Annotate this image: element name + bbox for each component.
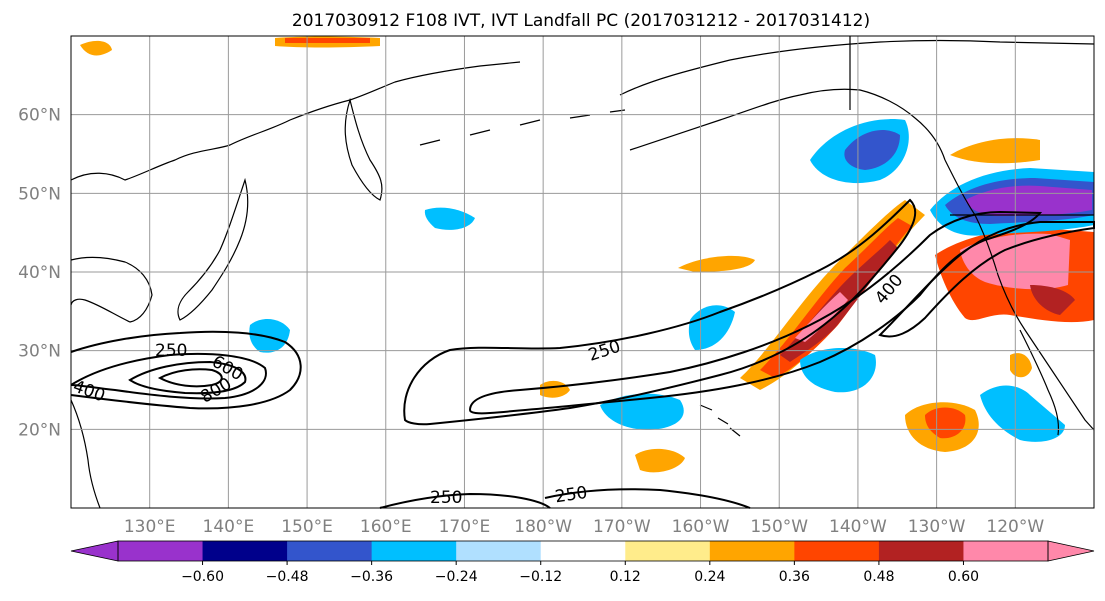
lon-label: 120°W xyxy=(986,517,1044,537)
coastline-japan xyxy=(177,177,249,321)
ivt-pc-positive-fragment-4 xyxy=(80,40,112,56)
coastline-asia xyxy=(70,61,521,181)
colorbar-tick-label: −0.36 xyxy=(350,569,393,585)
contour-label-250-west: 250 xyxy=(155,341,187,361)
lon-label: 180°W xyxy=(514,517,572,537)
colorbar-segment xyxy=(878,541,964,561)
ivt-pc-negative-baja xyxy=(980,385,1065,442)
latitude-labels: 20°N 30°N 40°N 50°N 60°N xyxy=(18,106,61,441)
colorbar-segment xyxy=(287,541,373,561)
lon-label: 150°E xyxy=(281,517,333,537)
colorbar-segment xyxy=(118,541,204,561)
coastline-korea-china xyxy=(70,256,153,323)
map-panel: 250 600 800 400 250 400 250 250 xyxy=(70,35,1095,509)
aleutian-islands xyxy=(419,109,626,146)
map-title: 2017030912 F108 IVT, IVT Landfall PC (20… xyxy=(292,11,870,31)
ivt-contour-600-west xyxy=(128,360,247,395)
colorbar-tick-label: 0.12 xyxy=(610,569,641,585)
colorbar-tick-label: 0.60 xyxy=(948,569,979,585)
colorbar: −0.60 −0.48 −0.36 −0.24 −0.12 0.12 0.24 0.36 0.4… xyxy=(70,540,1095,585)
colorbar-frame xyxy=(117,540,1049,562)
ivt-pc-positive-band-peak xyxy=(795,292,848,342)
ivt-pc-negative-japan xyxy=(249,318,290,353)
ivt-pc-negative-east xyxy=(800,348,876,393)
colorbar-tick-label: 0.36 xyxy=(779,569,810,585)
map-frame xyxy=(70,35,1095,509)
colorbar-tick-label: −0.24 xyxy=(435,569,478,585)
colorbar-segment xyxy=(202,541,288,561)
ivt-pc-positive-gulf xyxy=(950,138,1040,164)
colorbar-segment xyxy=(456,541,542,561)
lon-label: 140°E xyxy=(203,517,255,537)
coastline-china-south xyxy=(70,399,101,509)
colorbar-tick-label: 0.24 xyxy=(694,569,725,585)
colorbar-segment xyxy=(540,541,626,561)
colorbar-segment xyxy=(625,541,711,561)
lon-label: 170°W xyxy=(593,517,651,537)
ivt-pc-positive-fragment-3 xyxy=(635,448,685,473)
lon-label: 160°E xyxy=(360,517,412,537)
lon-label: 130°W xyxy=(908,517,966,537)
colorbar-tick-label: −0.48 xyxy=(266,569,309,585)
coastline-alaska xyxy=(629,88,946,161)
ivt-pc-positive-fragment xyxy=(678,255,755,272)
longitude-labels: 130°E 140°E 150°E 160°E 170°E 180°W 170°W 160°W… xyxy=(124,517,1045,537)
lon-label: 160°W xyxy=(672,517,730,537)
contour-label-250-south-2: 250 xyxy=(554,483,589,507)
ivt-pc-shading xyxy=(80,36,1094,473)
coastline-kamchatka xyxy=(344,97,383,201)
coastline-alaska-north xyxy=(619,39,1095,96)
ivt-pc-positive-fragment-2 xyxy=(540,380,570,398)
ivt-contour-400-ar xyxy=(468,210,1043,415)
lon-label: 130°E xyxy=(124,517,176,537)
colorbar-segment xyxy=(794,541,880,561)
ivt-contour-800-west xyxy=(157,368,223,388)
lat-label: 60°N xyxy=(18,106,61,126)
lat-label: 40°N xyxy=(18,263,61,283)
coastline-baja xyxy=(1019,329,1060,436)
lon-label: 170°E xyxy=(439,517,491,537)
ivt-contour-250-ar xyxy=(403,198,917,426)
ivt-contours xyxy=(70,198,1095,509)
ivt-pc-landfall-edge xyxy=(1030,285,1075,315)
colorbar-segment xyxy=(371,541,457,561)
ivt-contour-400-landfall xyxy=(878,221,1095,338)
colorbar-segment xyxy=(963,541,1049,561)
colorbar-segment xyxy=(709,541,795,561)
lat-label: 30°N xyxy=(18,342,61,362)
colorbar-extend-high xyxy=(1047,540,1095,562)
ivt-contour-250-west xyxy=(70,330,302,410)
lat-label: 20°N xyxy=(18,420,61,440)
lat-label: 50°N xyxy=(18,184,61,204)
ivt-pc-positive-north-coast-core xyxy=(285,38,370,43)
colorbar-tick-label: −0.60 xyxy=(181,569,224,585)
colorbar-tick-label: −0.12 xyxy=(519,569,562,585)
ivt-contour-250-south-2 xyxy=(544,488,751,509)
ivt-pc-positive-south-core xyxy=(925,407,966,439)
lon-label: 150°W xyxy=(750,517,808,537)
ivt-pc-negative-pacific xyxy=(424,207,475,230)
coastline-north-america xyxy=(944,159,1095,431)
colorbar-tick-label: 0.48 xyxy=(863,569,894,585)
contour-label-250-south-1: 250 xyxy=(430,488,462,508)
ivt-pc-negative-hawaii xyxy=(600,393,684,430)
ivt-contour-250-south-1 xyxy=(379,492,551,509)
gridlines xyxy=(71,36,1094,508)
lon-label: 140°W xyxy=(829,517,887,537)
colorbar-extend-low xyxy=(70,540,119,562)
ivt-contour-400-west xyxy=(70,352,267,400)
